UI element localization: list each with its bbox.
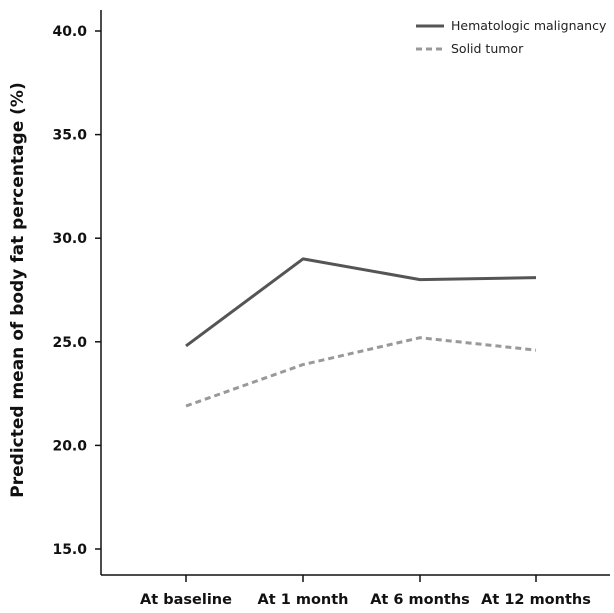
y-tick-label: 20.0 (52, 438, 87, 454)
y-tick-label: 15.0 (52, 542, 87, 558)
y-axis-label: Predicted mean of body fat percentage (%… (8, 82, 28, 497)
x-tick-label: At 6 months (370, 592, 470, 608)
legend: Hematologic malignancy Solid tumor (416, 18, 607, 56)
series-line-solid-tumor (185, 336, 537, 408)
x-tick-label: At 12 months (481, 592, 591, 608)
y-tick-label: 35.0 (52, 128, 87, 144)
x-ticks: At baseline At 1 month At 6 months At 12 mo… (140, 575, 591, 608)
legend-label: Solid tumor (451, 41, 524, 56)
y-tick-label: 30.0 (52, 231, 87, 247)
series-lines (185, 257, 537, 408)
y-tick-label: 25.0 (52, 335, 87, 351)
series-line-hematologic-malignancy (185, 257, 537, 348)
y-ticks: 15.0 20.0 25.0 30.0 35.0 40.0 (52, 24, 101, 558)
legend-label: Hematologic malignancy (451, 18, 607, 33)
x-tick-label: At baseline (140, 592, 232, 608)
y-tick-label: 40.0 (52, 24, 87, 40)
x-tick-label: At 1 month (258, 592, 349, 608)
axes (100, 10, 610, 576)
